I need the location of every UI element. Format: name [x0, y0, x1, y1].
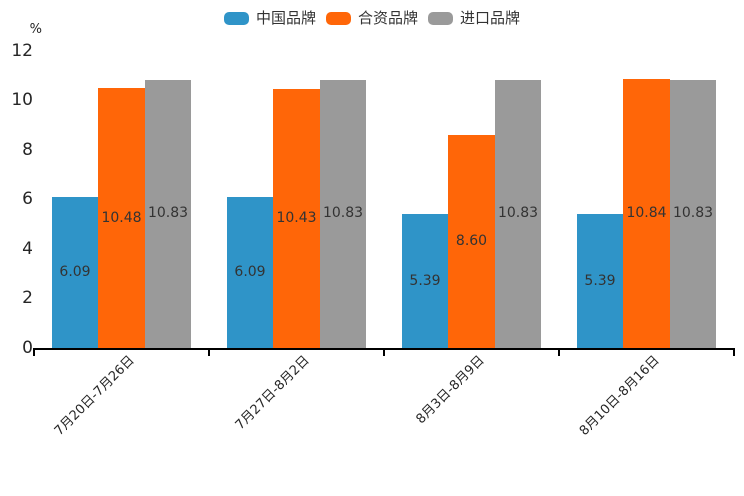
legend-item-s2[interactable]: 进口品牌	[428, 10, 520, 26]
x-axis-category-label: 8月10日-8月16日	[576, 353, 663, 439]
bar-s2-c1[interactable]	[319, 79, 367, 348]
bar-s1-c0[interactable]	[98, 88, 145, 348]
legend-item-s0[interactable]: 中国品牌	[223, 9, 316, 27]
bar-value-label: 6.09	[59, 264, 91, 280]
bar-value-label: 10.43	[276, 210, 317, 227]
bar-value-label: 5.39	[584, 272, 616, 289]
legend-item-s1[interactable]: 合资品牌	[325, 9, 418, 27]
bar-value-label: 6.09	[234, 264, 266, 280]
legend-marker-icon	[223, 11, 249, 25]
bar-s2-c2[interactable]	[494, 79, 542, 348]
x-axis-tick	[208, 348, 210, 356]
bar-s1-c2[interactable]	[448, 134, 495, 348]
x-axis-category-label: 7月20日-7月26日	[51, 353, 138, 439]
x-axis-tick	[33, 348, 35, 356]
bar-value-label: 10.83	[497, 205, 539, 222]
y-axis-tick-label: 2	[22, 288, 33, 309]
y-axis-unit-label: %	[29, 22, 42, 37]
bar-s0-c0[interactable]	[51, 197, 99, 348]
bar-s2-c3[interactable]	[669, 79, 717, 348]
bar-value-label: 10.48	[101, 209, 142, 226]
bar-s0-c3[interactable]	[576, 214, 624, 348]
bar-s0-c1[interactable]	[226, 197, 274, 348]
x-axis-tick	[383, 348, 385, 356]
legend-marker-icon	[428, 11, 453, 25]
bar-s1-c3[interactable]	[623, 79, 670, 348]
x-axis-tick	[733, 348, 735, 356]
bar-s0-c2[interactable]	[401, 214, 449, 348]
legend-item-label: 合资品牌	[357, 9, 418, 27]
y-axis-tick-label: 8	[22, 139, 33, 160]
bar-value-label: 10.83	[322, 205, 364, 222]
chart-legend: 中国品牌 合资品牌 进口品牌	[0, 10, 744, 26]
bar-s1-c1[interactable]	[273, 89, 320, 348]
x-axis-category-label: 8月3日-8月9日	[413, 353, 488, 428]
y-axis-tick-label: 6	[22, 189, 33, 210]
y-axis-tick-label: 4	[22, 238, 33, 259]
legend-marker-icon	[325, 11, 351, 25]
bar-s2-c0[interactable]	[144, 79, 192, 348]
x-axis-tick	[558, 348, 560, 356]
bar-value-label: 8.60	[455, 232, 488, 249]
bar-value-label: 5.39	[409, 272, 441, 289]
legend-item-label: 进口品牌	[460, 9, 521, 27]
y-axis-tick-label: 12	[11, 40, 33, 61]
x-axis-category-label: 7月27日-8月2日	[232, 353, 313, 433]
bar-value-label: 10.84	[626, 205, 667, 222]
bar-value-label: 10.83	[672, 205, 714, 222]
y-axis-tick-label: 10	[11, 90, 33, 111]
bar-value-label: 10.83	[147, 205, 189, 222]
y-axis-tick-label: 0	[22, 338, 33, 358]
legend-item-label: 中国品牌	[255, 9, 316, 27]
